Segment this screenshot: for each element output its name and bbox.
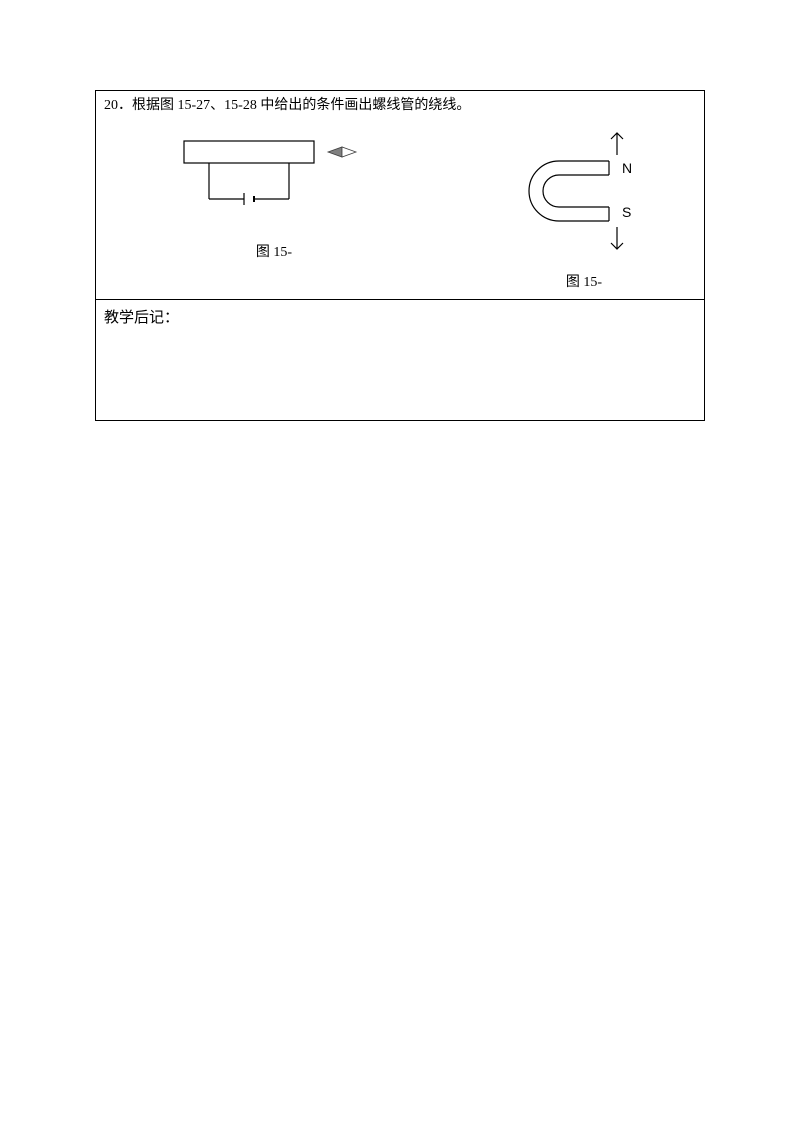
s-pole-label: S — [622, 204, 631, 220]
question-body: 根据图 15-27、15-28 中给出的条件画出螺线管的绕线。 — [132, 98, 470, 113]
n-pole-label: N — [622, 160, 632, 176]
question-number: 20． — [104, 98, 132, 113]
figures-row: 图 15- N S — [104, 131, 696, 291]
question-row: 20．根据图 15-27、15-28 中给出的条件画出螺线管的绕线。 — [96, 91, 704, 300]
figure-15-27: 图 15- — [134, 131, 414, 261]
figure-15-28: N S 图 15- — [484, 131, 684, 291]
notes-row: 教学后记： — [96, 300, 704, 420]
solenoid-circuit-diagram — [174, 131, 374, 231]
figure-right-caption: 图 15- — [566, 271, 602, 291]
question-text: 20．根据图 15-27、15-28 中给出的条件画出螺线管的绕线。 — [104, 95, 696, 117]
worksheet-table: 20．根据图 15-27、15-28 中给出的条件画出螺线管的绕线。 — [95, 90, 705, 421]
figure-left-caption: 图 15- — [256, 241, 292, 261]
notes-label: 教学后记： — [104, 306, 696, 327]
u-magnet-diagram: N S — [509, 131, 659, 261]
